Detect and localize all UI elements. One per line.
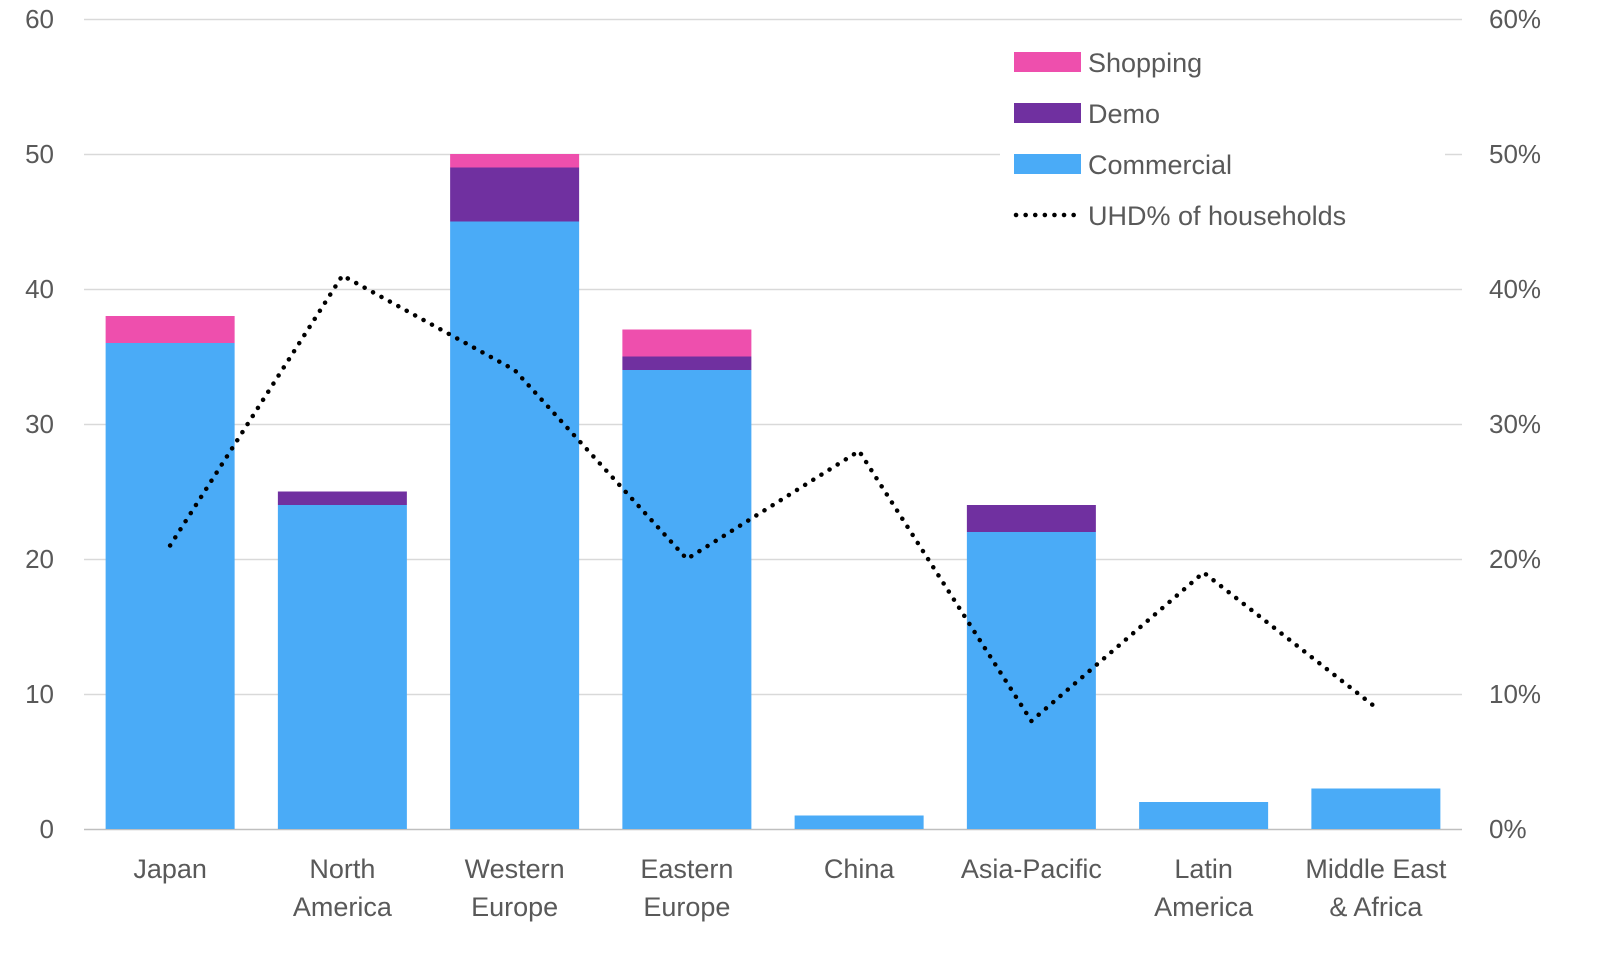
left-axis-tick-label: 20 [25,544,54,574]
legend-swatch-shopping [1014,52,1081,72]
bar-segment-shopping [106,316,235,343]
right-axis-tick-label: 30% [1489,409,1541,439]
bar-segment-commercial [1311,789,1440,830]
bar-segment-commercial [1139,802,1268,829]
bar-segment-shopping [450,154,579,168]
left-axis-tick-label: 10 [25,679,54,709]
legend-label: Demo [1088,99,1160,129]
left-axis-tick-label: 30 [25,409,54,439]
left-axis-tick-label: 40 [25,274,54,304]
right-axis-tick-label: 0% [1489,814,1527,844]
bars [106,154,1441,829]
category-label: Middle East& Africa [1305,854,1447,922]
legend-swatch-commercial [1014,154,1081,174]
right-axis-tick-label: 60% [1489,4,1541,34]
left-axis-tick-label: 50 [25,139,54,169]
category-label: Asia-Pacific [961,854,1102,884]
left-axis-tick-labels: 0 10 20 30 40 50 60 [25,4,54,844]
legend: Shopping Demo Commercial UHD% of households [1000,40,1445,240]
bar-segment-demo [967,505,1096,532]
bar-segment-commercial [967,532,1096,829]
legend-label: Commercial [1088,150,1232,180]
bar-segment-commercial [106,343,235,829]
right-axis-tick-label: 10% [1489,679,1541,709]
right-axis-tick-label: 20% [1489,544,1541,574]
bar-segment-commercial [450,222,579,830]
bar-segment-demo [622,357,751,371]
legend-swatch-demo [1014,103,1081,123]
bar-segment-shopping [622,330,751,357]
right-axis-tick-label: 50% [1489,139,1541,169]
legend-label: UHD% of households [1088,201,1346,231]
left-axis-tick-label: 60 [25,4,54,34]
category-label: Japan [133,854,207,884]
right-axis-tick-labels: 0% 10% 20% 30% 40% 50% 60% [1489,4,1541,844]
category-label: China [824,854,896,884]
bar-segment-demo [450,168,579,222]
bar-segment-commercial [795,816,924,830]
bar-segment-demo [278,492,407,506]
right-axis-tick-label: 40% [1489,274,1541,304]
legend-label: Shopping [1088,48,1202,78]
left-axis-tick-label: 0 [40,814,54,844]
bar-segment-commercial [622,370,751,829]
bar-segment-commercial [278,505,407,829]
